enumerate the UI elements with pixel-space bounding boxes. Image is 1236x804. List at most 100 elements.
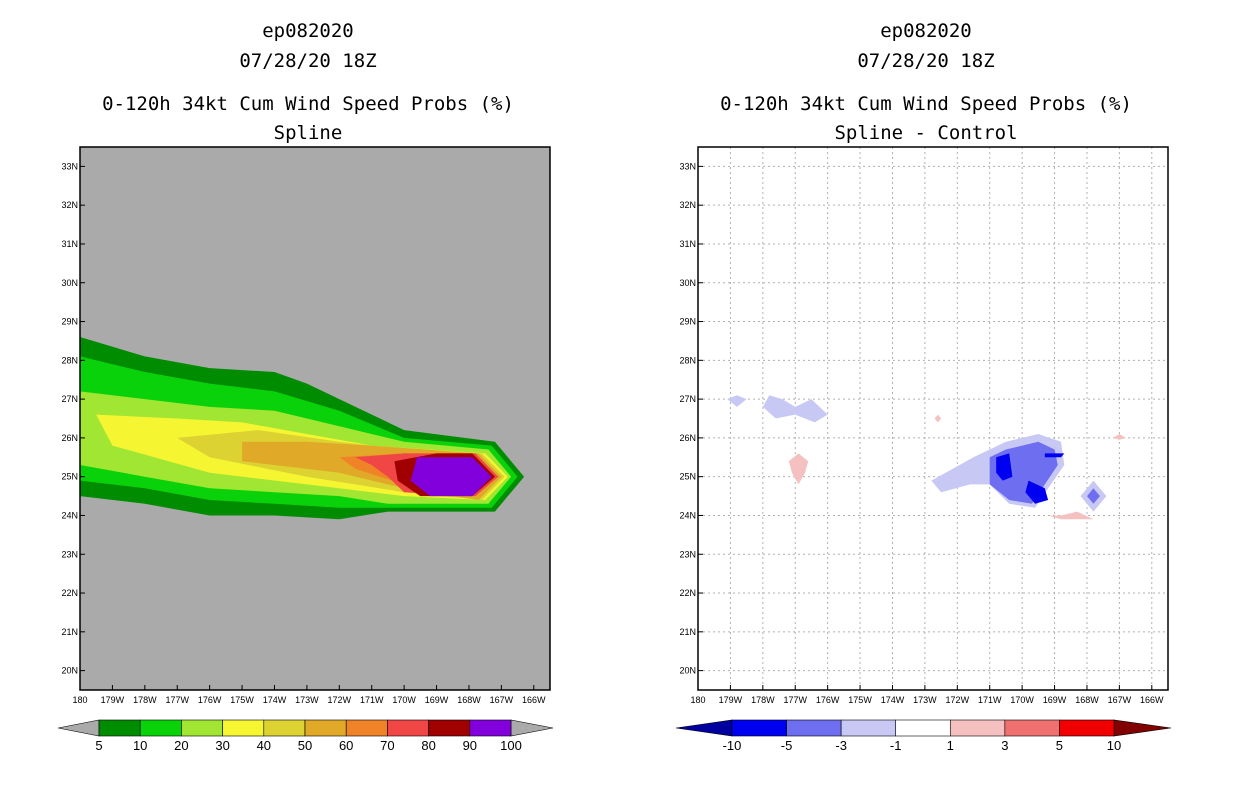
colorbar-label: -3 <box>835 738 847 753</box>
x-tick-label: 175W <box>230 695 254 705</box>
colorbar-label: -1 <box>890 738 902 753</box>
y-tick-label: 30N <box>61 278 78 288</box>
x-tick-label: 172W <box>946 695 970 705</box>
right-panel-spline-control: ep082020 07/28/20 18Z 0-120h 34kt Cum Wind… <box>675 20 1172 753</box>
colorbar-label: 10 <box>133 738 147 753</box>
y-tick-label: 28N <box>61 355 78 365</box>
colorbar-swatch <box>949 719 1006 737</box>
plot-frame <box>79 146 551 691</box>
x-tick-label: 178W <box>751 695 775 705</box>
y-tick-label: 31N <box>679 239 696 249</box>
x-tick-label: 177W <box>165 695 189 705</box>
colorbar-label: 30 <box>215 738 229 753</box>
x-tick-label: 176W <box>816 695 840 705</box>
chart-title-line: 0-120h 34kt Cum Wind Speed Probs (%) <box>102 93 514 115</box>
colorbar-swatch <box>895 719 951 737</box>
y-tick-label: 29N <box>679 317 696 327</box>
x-tick-label: 179W <box>719 695 743 705</box>
x-tick-label: 178W <box>133 695 157 705</box>
x-tick-label: 177W <box>783 695 807 705</box>
y-tick-label: 23N <box>679 549 696 559</box>
colorbar-label: 40 <box>257 738 271 753</box>
colorbar-label: 1 <box>947 738 954 753</box>
colorbar-swatch <box>840 719 897 737</box>
contour-region <box>762 395 828 423</box>
x-tick-label: 175W <box>848 695 872 705</box>
contour-region <box>1044 453 1065 458</box>
y-tick-label: 21N <box>61 627 78 637</box>
colorbar-label: 10 <box>1107 738 1121 753</box>
y-tick-label: 33N <box>679 161 696 171</box>
chart-title-line: Spline - Control <box>834 122 1017 144</box>
y-tick-label: 27N <box>61 394 78 404</box>
x-tick-label: 171W <box>978 695 1002 705</box>
y-tick-label: 21N <box>679 627 696 637</box>
y-tick-label: 27N <box>679 394 696 404</box>
x-tick-label: 179W <box>101 695 125 705</box>
colorbar-swatch <box>428 719 471 737</box>
plot-frame <box>697 146 1169 691</box>
y-tick-label: 29N <box>61 317 78 327</box>
y-tick-label: 30N <box>679 278 696 288</box>
colorbar-label: 5 <box>95 738 102 753</box>
x-tick-label: 168W <box>457 695 481 705</box>
y-tick-label: 22N <box>679 588 696 598</box>
x-tick-label: 168W <box>1075 695 1099 705</box>
contour-region <box>934 414 942 423</box>
y-tick-label: 28N <box>679 355 696 365</box>
contour-region <box>996 453 1013 481</box>
colorbar-swatch <box>1059 719 1115 737</box>
left-panel-spline: ep082020 07/28/20 18Z 0-120h 34kt Cum Wind… <box>57 20 554 753</box>
y-tick-label: 26N <box>61 433 78 443</box>
colorbar-label: 50 <box>298 738 312 753</box>
colorbar-swatch <box>222 719 265 737</box>
colorbar-swatch <box>263 719 306 737</box>
colorbar-label: 70 <box>380 738 394 753</box>
colorbar-label: 100 <box>500 738 522 753</box>
colorbar-label: 20 <box>174 738 188 753</box>
colorbar-swatch <box>731 719 787 737</box>
colorbar-swatch <box>469 719 512 737</box>
y-tick-label: 32N <box>61 200 78 210</box>
colorbar-label: 3 <box>1001 738 1008 753</box>
colorbar-label: 5 <box>1056 738 1063 753</box>
colorbar-arrow-right <box>1113 719 1172 737</box>
chart-title-line: 07/28/20 18Z <box>239 50 376 72</box>
plot-area <box>698 147 1168 690</box>
y-tick-label: 22N <box>61 588 78 598</box>
x-tick-label: 170W <box>1010 695 1034 705</box>
y-tick-label: 26N <box>679 433 696 443</box>
x-tick-label: 167W <box>490 695 514 705</box>
y-tick-label: 25N <box>61 472 78 482</box>
colorbar-label: 60 <box>339 738 353 753</box>
y-tick-label: 23N <box>61 549 78 559</box>
contour-region <box>1048 511 1094 520</box>
colorbar-label: 80 <box>421 738 435 753</box>
chart-title-line: ep082020 <box>262 20 354 42</box>
colorbar-swatch <box>786 719 842 737</box>
contour-region <box>410 457 492 497</box>
x-tick-label: 180 <box>690 695 705 705</box>
y-tick-label: 25N <box>679 472 696 482</box>
colorbar-arrow-left <box>675 719 733 737</box>
colorbar-arrow-right <box>510 719 554 737</box>
colorbar-swatch <box>304 719 347 737</box>
chart-title-line: Spline <box>274 122 343 144</box>
colorbar-swatch <box>181 719 223 737</box>
x-tick-label: 173W <box>295 695 319 705</box>
x-tick-label: 169W <box>425 695 449 705</box>
y-tick-label: 20N <box>679 666 696 676</box>
x-tick-label: 180 <box>72 695 87 705</box>
x-tick-label: 172W <box>328 695 352 705</box>
colorbar-swatch <box>1004 719 1060 737</box>
y-tick-label: 33N <box>61 161 78 171</box>
contour-region <box>1087 488 1100 504</box>
y-tick-label: 24N <box>679 510 696 520</box>
colorbar-label: -5 <box>781 738 793 753</box>
colorbar-swatch <box>139 719 182 737</box>
contour-region <box>1025 480 1049 504</box>
x-tick-label: 166W <box>522 695 546 705</box>
x-tick-label: 174W <box>263 695 287 705</box>
y-tick-label: 24N <box>61 510 78 520</box>
